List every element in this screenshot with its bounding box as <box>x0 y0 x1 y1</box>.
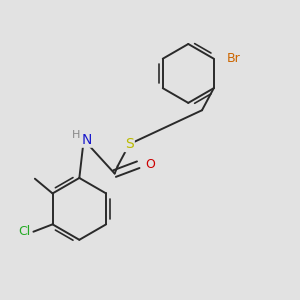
Text: Cl: Cl <box>18 225 31 238</box>
Text: S: S <box>125 137 134 151</box>
Text: N: N <box>82 133 92 147</box>
Text: H: H <box>72 130 81 140</box>
Text: Br: Br <box>227 52 241 65</box>
Text: O: O <box>146 158 155 171</box>
